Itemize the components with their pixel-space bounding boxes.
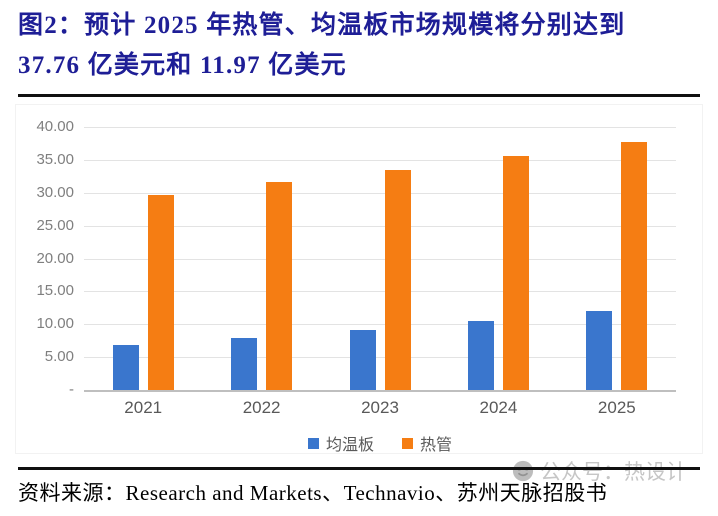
source-note: 资料来源：Research and Markets、Technavio、苏州天脉… — [18, 481, 608, 505]
bar-group-2024 — [439, 127, 557, 390]
watermark-text: 公众号：热设计 — [540, 461, 687, 484]
market-size-bar-chart: 40.00 35.00 30.00 25.00 20.00 15.00 10.00 5.00 -… — [15, 104, 703, 454]
legend-item-heat-pipe: 热管 — [402, 431, 452, 455]
gridline — [84, 258, 676, 260]
legend-label-vapor-chamber: 均温板 — [325, 437, 374, 454]
x-tick-label-2023: 2023 — [361, 398, 399, 417]
gridline — [84, 324, 676, 326]
figure-title-line2: 37.76 亿美元和 11.97 亿美元 — [18, 52, 347, 79]
x-axis-line — [84, 390, 676, 392]
y-tick-label: 10.00 — [36, 315, 74, 333]
title-underline — [18, 94, 700, 97]
chart-legend: 均温板 热管 — [84, 431, 676, 455]
y-tick-label: 20.00 — [36, 249, 74, 267]
heat-pipe-bar-2025 — [621, 141, 648, 390]
gridline — [84, 357, 676, 359]
bar-group-2022 — [202, 127, 320, 390]
source-divider-rule — [18, 467, 700, 470]
bar-group-2023 — [321, 127, 439, 390]
y-tick-label: 5.00 — [44, 348, 74, 366]
watermark: 公众号：热设计 — [512, 456, 687, 486]
heat-pipe-bar-2022 — [266, 182, 293, 390]
x-tick-label-2025: 2025 — [597, 398, 636, 417]
y-tick-label: - — [69, 381, 74, 398]
bar-group-2021 — [84, 127, 202, 390]
gridline — [84, 127, 676, 128]
gridline — [84, 225, 676, 227]
heat-pipe-bar-2024 — [502, 155, 529, 390]
x-axis-labels: 2021 2022 2023 2024 2025 — [84, 398, 676, 418]
vapor-chamber-bar-2022 — [231, 337, 258, 390]
y-tick-label: 35.00 — [36, 150, 74, 168]
y-tick-label: 15.00 — [36, 282, 74, 300]
vapor-chamber-bar-2021 — [112, 344, 139, 390]
x-tick-label-2022: 2022 — [242, 398, 281, 417]
gridline — [84, 192, 676, 194]
y-tick-label: 25.00 — [36, 216, 74, 234]
vapor-chamber-bar-2025 — [586, 311, 613, 390]
vapor-chamber-bar-2023 — [349, 330, 376, 390]
bars-container — [84, 127, 676, 390]
gridline — [84, 159, 676, 161]
figure-title: 图2：预计 2025 年热管、均温板市场规模将分别达到 37.76 亿美元和 1… — [18, 6, 708, 86]
legend-swatch-vapor-chamber — [307, 437, 319, 449]
gridline — [84, 291, 676, 293]
heat-pipe-bar-2023 — [384, 169, 411, 390]
heat-pipe-bar-2021 — [147, 194, 174, 390]
bar-group-2025 — [558, 127, 676, 390]
legend-label-heat-pipe: 热管 — [420, 437, 453, 454]
legend-item-vapor-chamber: 均温板 — [307, 431, 374, 455]
vapor-chamber-bar-2024 — [467, 321, 494, 390]
legend-swatch-heat-pipe — [402, 437, 413, 449]
plot-area — [84, 127, 676, 392]
y-tick-label: 40.00 — [36, 118, 74, 135]
y-tick-label: 30.00 — [36, 183, 74, 201]
x-tick-label-2021: 2021 — [124, 398, 163, 417]
x-tick-label-2024: 2024 — [479, 398, 518, 417]
figure-title-line1: 图2：预计 2025 年热管、均温板市场规模将分别达到 — [18, 12, 626, 39]
